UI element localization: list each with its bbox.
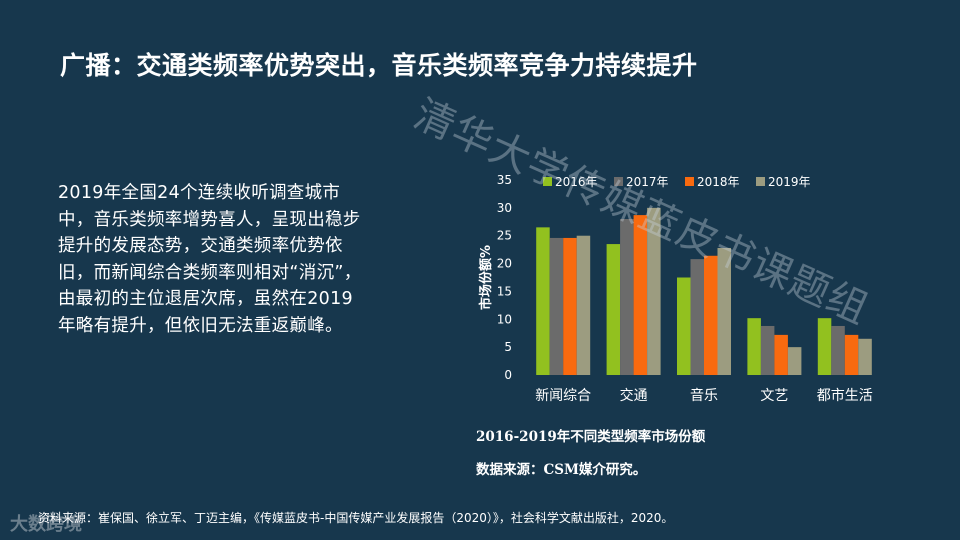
bar [690, 259, 704, 375]
y-tick-label: 25 [497, 229, 512, 243]
bar [747, 318, 761, 375]
legend: 2016年 2017年 2018年 2019年 [543, 175, 811, 189]
y-tick-label: 35 [497, 173, 512, 187]
footnote: 资料来源：崔保国、徐立军、丁迈主编，《传媒蓝皮书-中国传媒产业发展报告（2020… [38, 511, 674, 525]
chart-source: 数据来源：CSM媒介研究。 [476, 462, 647, 478]
bar [844, 334, 859, 375]
legend-label: 2016年 [555, 175, 598, 189]
bar [677, 277, 691, 375]
y-tick-label: 5 [504, 340, 512, 354]
bar [563, 237, 577, 375]
bar [774, 334, 788, 375]
logo: 大数跨境 [10, 514, 82, 535]
bars-group [536, 207, 872, 375]
bar [704, 255, 718, 375]
y-axis-label: 市场份额% [478, 245, 494, 310]
x-tick-label: 都市生活 [817, 387, 873, 404]
x-tick-label: 音乐 [690, 387, 718, 404]
x-axis-labels: 新闻综合 交通 音乐 文艺 都市生活 [535, 387, 873, 404]
x-tick-label: 新闻综合 [535, 388, 591, 404]
body-paragraph: 2019年全国24个连续收听调查城市中，音乐类频率增势喜人，呈现出稳步提升的发展… [58, 183, 362, 336]
legend-swatch [543, 177, 552, 186]
chart-caption: 2016-2019年不同类型频率市场份额 [476, 429, 706, 445]
bar [576, 235, 591, 375]
y-tick-label: 20 [497, 257, 512, 271]
y-tick-label: 30 [497, 201, 512, 215]
bar [606, 244, 621, 375]
bar [858, 338, 872, 375]
x-tick-label: 文艺 [760, 388, 788, 404]
legend-label: 2018年 [697, 175, 740, 189]
bar [549, 237, 564, 375]
bar [717, 247, 731, 375]
legend-swatch [614, 177, 623, 186]
bar [647, 207, 661, 375]
slide-title: 广播：交通类频率优势突出，音乐类频率竞争力持续提升 [60, 51, 698, 80]
y-axis: 0 5 10 15 20 25 30 35 [497, 173, 512, 382]
legend-swatch [756, 177, 765, 186]
y-tick-label: 0 [504, 368, 512, 382]
bar [536, 227, 550, 375]
bar [760, 325, 775, 375]
bar [620, 219, 634, 375]
bar [831, 325, 845, 375]
y-tick-label: 15 [497, 284, 512, 298]
legend-label: 2017年 [626, 175, 669, 189]
legend-swatch [685, 177, 694, 186]
bar [817, 318, 832, 375]
bar [633, 215, 648, 375]
x-tick-label: 交通 [620, 387, 648, 404]
y-tick-label: 10 [497, 312, 512, 326]
bar [787, 347, 802, 375]
legend-label: 2019年 [768, 175, 811, 189]
